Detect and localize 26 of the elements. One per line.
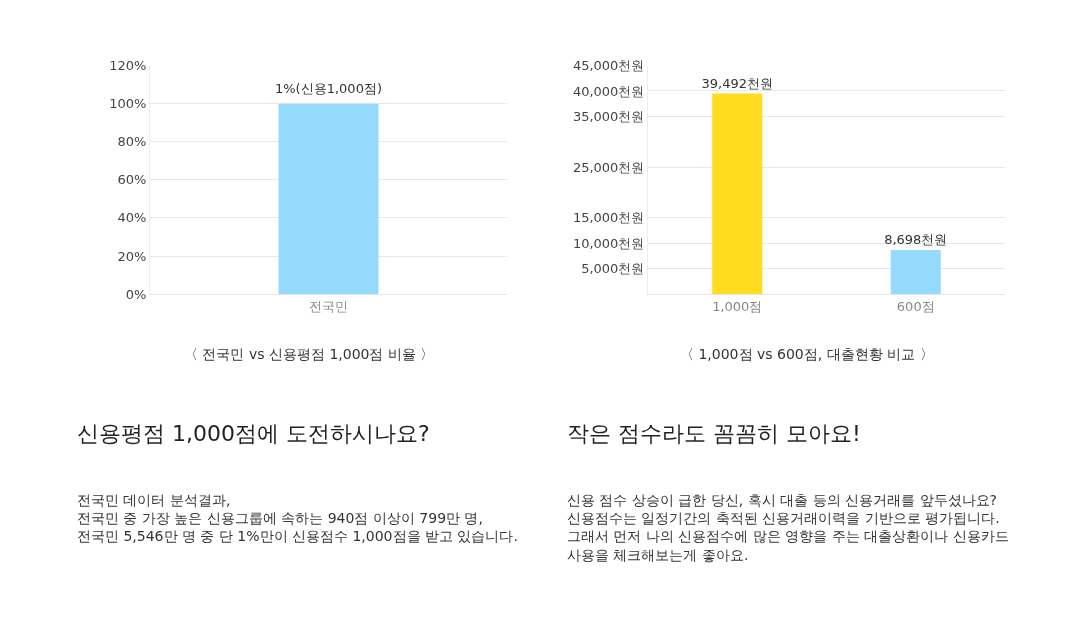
x-tick-label: 600점 bbox=[896, 298, 935, 314]
y-tick-label: 25,000천원 bbox=[572, 159, 645, 175]
y-tick-label: 40% bbox=[117, 210, 147, 226]
y-tick-label: 120% bbox=[109, 58, 147, 74]
y-tick-label: 15,000천원 bbox=[572, 210, 645, 226]
y-tick-label: 100% bbox=[109, 96, 147, 112]
text: 〈 전국민 vs 신용평점 1,000점 비율 〉 bbox=[184, 346, 435, 362]
text: 작은 점수라도 꼼꼼히 모아요! bbox=[567, 421, 861, 446]
x-tick-label: 1,000점 bbox=[712, 298, 763, 314]
y-tick-label: 60% bbox=[117, 172, 147, 188]
y-tick-label: 80% bbox=[117, 134, 147, 150]
data-label: 39,492천원 bbox=[701, 75, 773, 91]
y-tick-label: 20% bbox=[117, 248, 147, 264]
x-tick-label: 전국민 bbox=[309, 298, 348, 314]
y-tick-label: 10,000천원 bbox=[572, 235, 645, 251]
data-label: 8,698천원 bbox=[884, 231, 948, 247]
y-tick-label: 45,000천원 bbox=[572, 58, 645, 74]
text: 신용평점 1,000점에 도전하시나요? bbox=[77, 421, 430, 446]
y-tick-label: 0% bbox=[125, 286, 147, 302]
text: 〈 1,000점 vs 600점, 대출현황 비교 〉 bbox=[680, 346, 934, 362]
text: 전국민 데이터 분석결과, 전국민 중 가장 높은 신용그룹에 속하는 940점 이상이 799만 명, 전국민 5,546만 명 중 단 1%만이 신용점수 1,000점을 받고 있습니다. bbox=[77, 492, 518, 545]
y-tick-label: 40,000천원 bbox=[572, 83, 645, 99]
text: 신용 점수 상승이 급한 당신, 혹시 대출 등의 신용거래를 앞두셨나요? 신용점수는 일정기간의 축적된 신용거래이력을 기반으로 평가됩니다. 그래서 먼저 나의 신용점수에 많은 영향을 주는 대출상환이나 신용카드 사용을 체크해보는게 좋아요. bbox=[567, 492, 1009, 563]
annotation: 1%(신용1,000점) bbox=[275, 81, 382, 96]
y-tick-label: 35,000천원 bbox=[572, 108, 645, 124]
y-tick-label: 5,000천원 bbox=[581, 261, 645, 277]
